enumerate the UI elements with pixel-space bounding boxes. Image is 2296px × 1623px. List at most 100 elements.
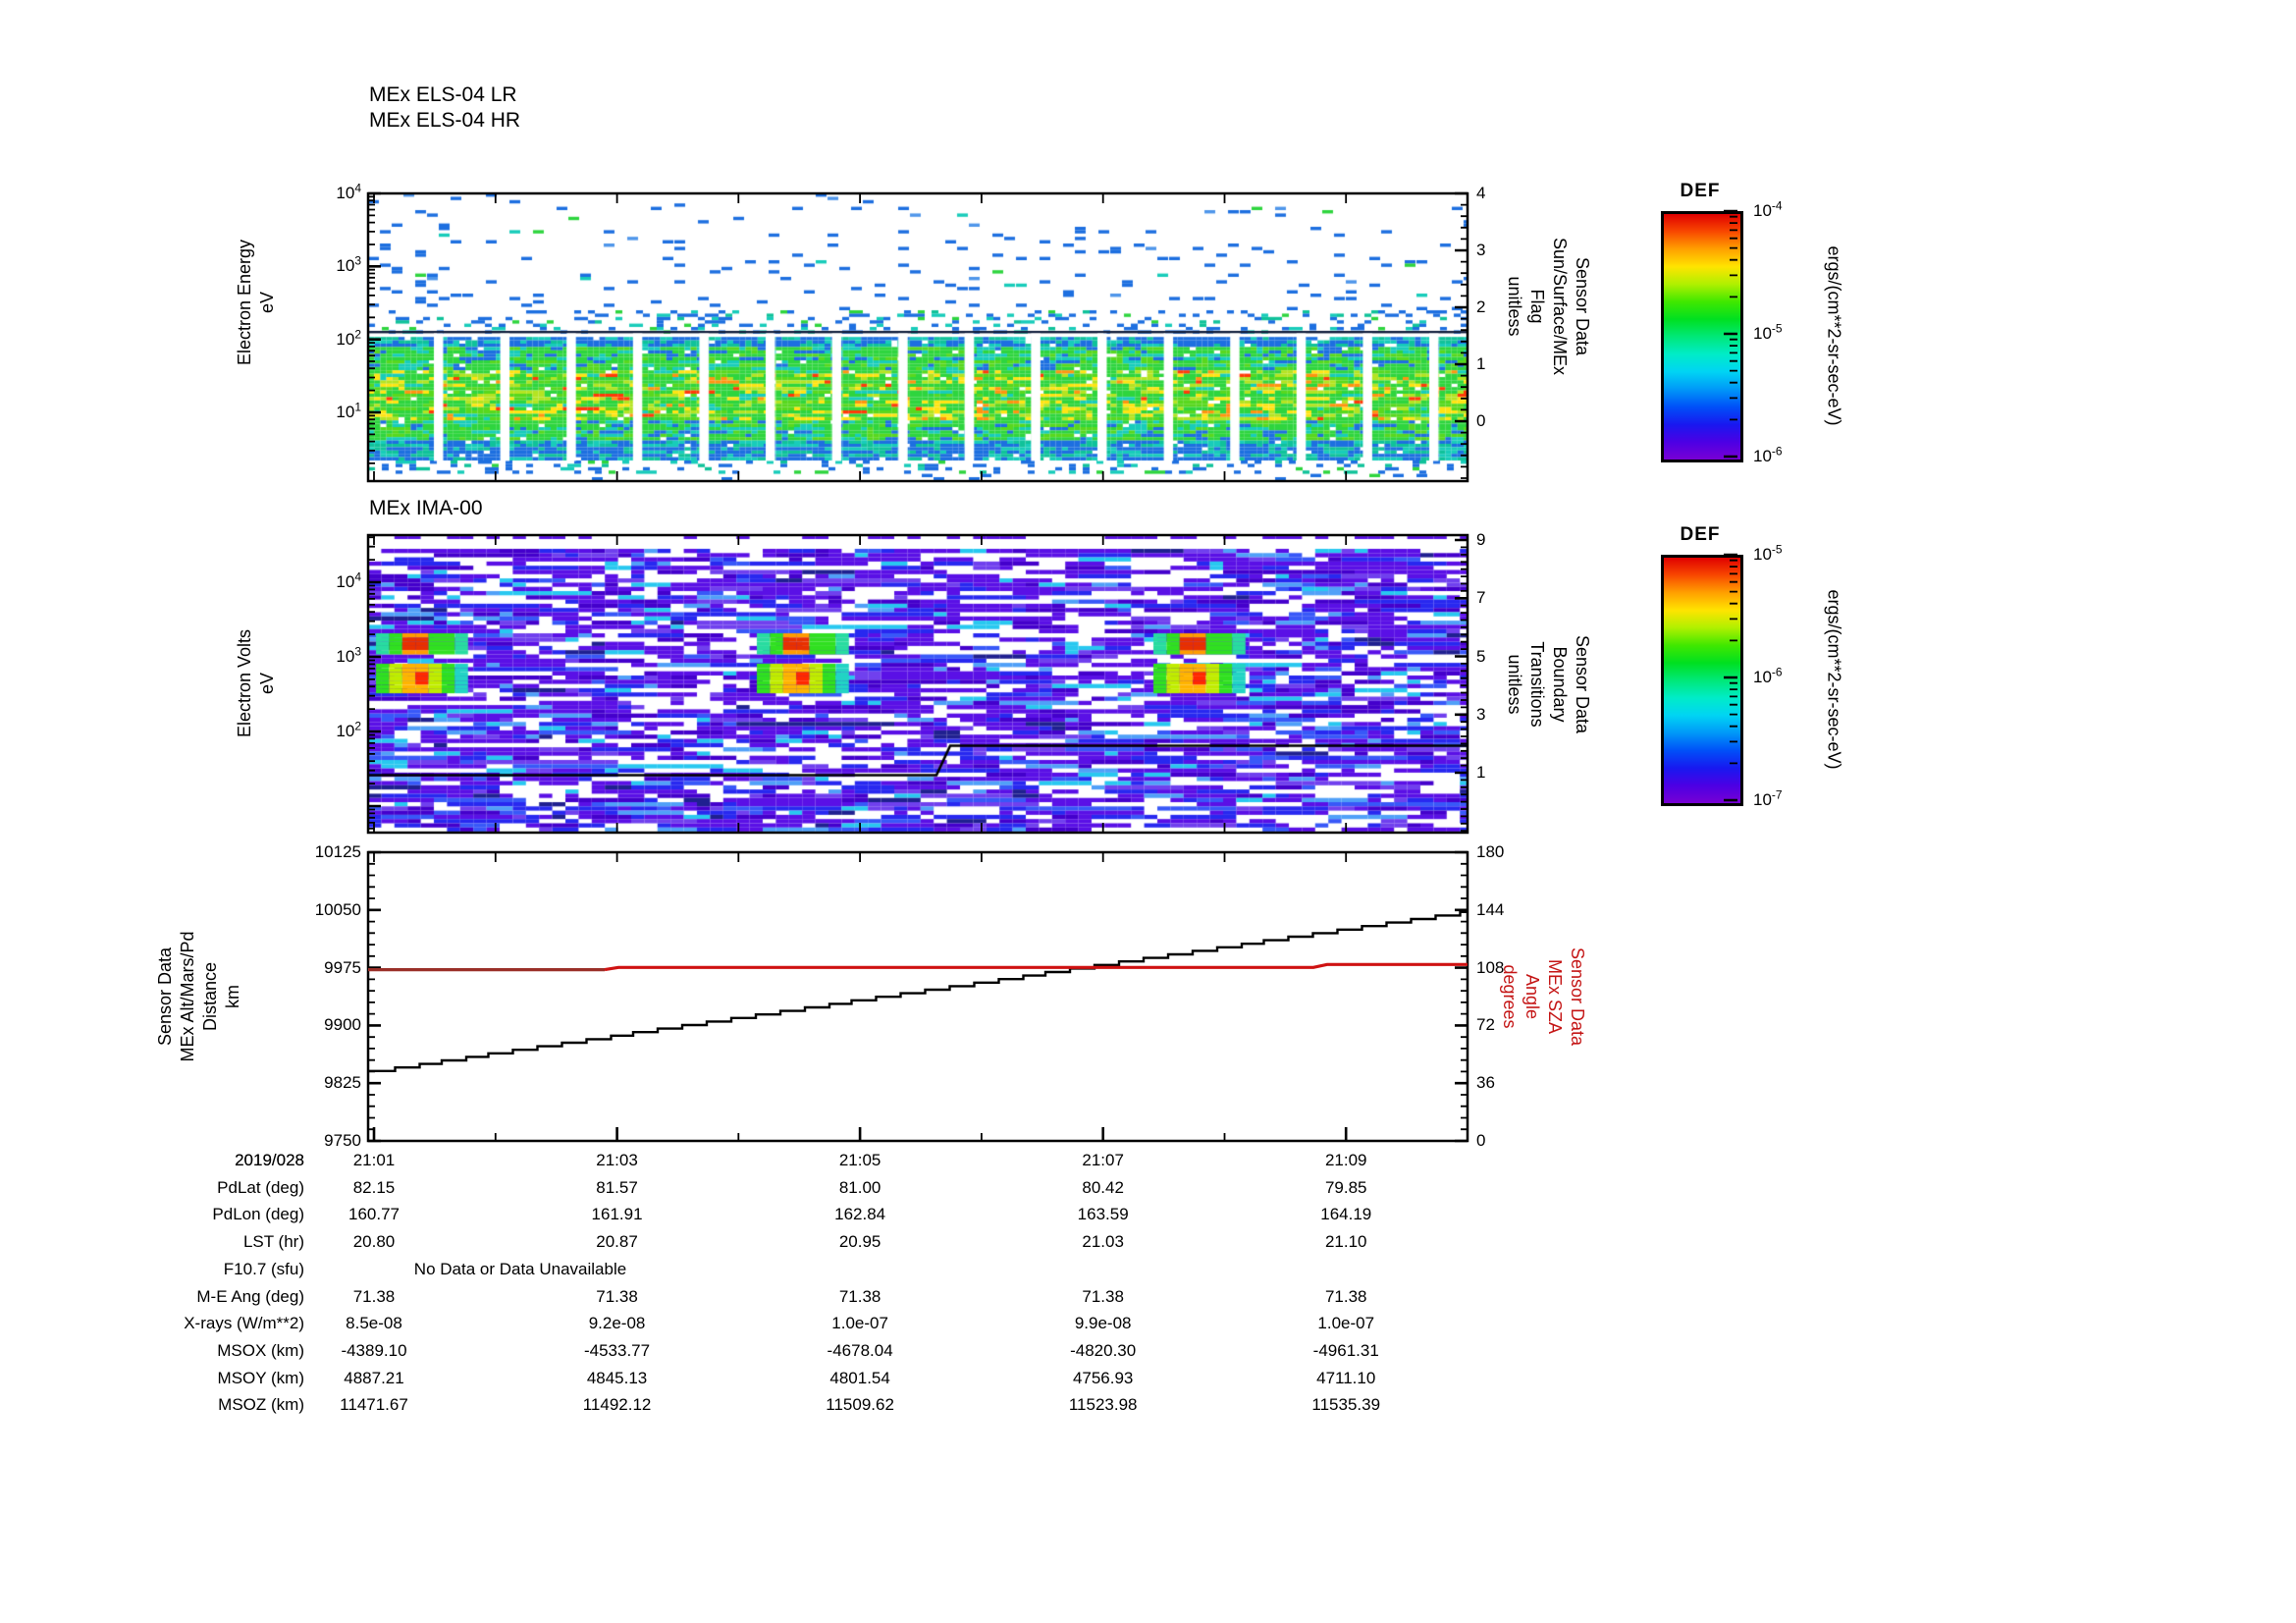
table-cell: 80.42 bbox=[1082, 1177, 1124, 1197]
ima-y-axis-label-line2: eV bbox=[257, 672, 277, 695]
ima-right-tick-label: 7 bbox=[1476, 588, 1486, 608]
colorbar1-tick-label: 10-4 bbox=[1753, 198, 1783, 220]
els-spectrogram-canvas bbox=[368, 193, 1468, 481]
orbit-sza-tick-label: 72 bbox=[1476, 1015, 1495, 1035]
table-cell: 4845.13 bbox=[586, 1368, 648, 1387]
table-cell: 79.85 bbox=[1324, 1177, 1367, 1197]
table-cell: 21:03 bbox=[596, 1151, 638, 1169]
table-cell: -4820.30 bbox=[1070, 1341, 1137, 1361]
table-row-label: MSOY (km) bbox=[217, 1368, 304, 1387]
table-cell: 11535.39 bbox=[1311, 1395, 1381, 1415]
orbit-sza-axis-label: Sensor Data MEx SZA Angle degrees bbox=[1498, 947, 1588, 1046]
ima-boundary-axis-label-line1: Sensor Data bbox=[1573, 634, 1592, 734]
els-y-axis-label-line1: Electron Energy bbox=[235, 239, 254, 366]
table-note: No Data or Data Unavailable bbox=[413, 1259, 627, 1278]
orbit-sza-tick-label: 0 bbox=[1476, 1131, 1486, 1150]
table-cell: 1.0e-07 bbox=[1317, 1314, 1375, 1333]
orbit-ytick-label: 9900 bbox=[324, 1015, 361, 1035]
table-cell: -4961.31 bbox=[1312, 1341, 1379, 1361]
ima-y-axis-label: Electron Volts eV bbox=[234, 629, 279, 737]
colorbar1-title: DEF bbox=[1680, 181, 1721, 201]
ima-ytick-label: 102 bbox=[336, 719, 361, 740]
orbit-y-axis-label-line3: Distance bbox=[200, 961, 220, 1032]
table-cell: 71.38 bbox=[1082, 1286, 1124, 1306]
els-ytick-label: 103 bbox=[336, 253, 361, 276]
els-ytick-label: 104 bbox=[336, 181, 361, 202]
table-row-label: F10.7 (sfu) bbox=[223, 1259, 304, 1278]
table-row-label: LST (hr) bbox=[242, 1232, 304, 1252]
colorbar2 bbox=[1661, 555, 1743, 806]
ima-boundary-axis-label-line2: Boundary bbox=[1550, 646, 1570, 723]
colorbar1-tick-label: 10-6 bbox=[1753, 444, 1783, 465]
table-cell: 4711.10 bbox=[1316, 1368, 1376, 1387]
orbit-sza-axis-label-line3: Angle bbox=[1522, 973, 1542, 1020]
els-flag-axis-label-line3: Flag bbox=[1527, 289, 1547, 324]
table-cell: 4756.93 bbox=[1072, 1368, 1134, 1387]
ima-ytick-label: 104 bbox=[336, 569, 361, 591]
els-y-axis-label-line2: eV bbox=[257, 291, 277, 314]
table-row-label: X-rays (W/m**2) bbox=[184, 1314, 304, 1333]
ima-ytick-label: 103 bbox=[336, 644, 361, 666]
orbit-ytick-label: 10050 bbox=[314, 899, 361, 919]
els-y-axis-label: Electron Energy eV bbox=[234, 240, 279, 365]
els-flag-tick-label: 0 bbox=[1476, 411, 1486, 430]
table-row-label: PdLon (deg) bbox=[212, 1205, 304, 1224]
table-row-label: PdLat (deg) bbox=[217, 1177, 304, 1197]
table-cell: 9.2e-08 bbox=[588, 1314, 646, 1333]
els-title-hr: MEx ELS-04 HR bbox=[369, 109, 521, 132]
colorbar2-unit-label: ergs/(cm**2-sr-sec-eV) bbox=[1824, 589, 1844, 770]
table-cell: 8.5e-08 bbox=[346, 1314, 402, 1333]
table-cell: 163.59 bbox=[1077, 1205, 1129, 1224]
colorbar2-tick-label: 10-7 bbox=[1753, 787, 1783, 809]
els-flag-axis-label-line2: Sun/Surface/MEx bbox=[1550, 237, 1570, 376]
table-cell: 11509.62 bbox=[826, 1395, 894, 1415]
date-label: 2019/028 bbox=[235, 1151, 304, 1169]
ima-boundary-axis-label-line4: unitless bbox=[1505, 654, 1524, 715]
els-flag-axis-label-line4: unitless bbox=[1505, 276, 1524, 337]
orbit-sza-axis-label-line2: MEx SZA bbox=[1545, 958, 1565, 1034]
colorbar2-tick-label: 10-6 bbox=[1753, 665, 1783, 686]
table-cell: 21:01 bbox=[352, 1151, 396, 1169]
table-cell: 9.9e-08 bbox=[1074, 1314, 1132, 1333]
orbit-ytick-label: 9750 bbox=[324, 1131, 361, 1150]
colorbar1-unit-label: ergs/(cm**2-sr-sec-eV) bbox=[1824, 245, 1844, 426]
ima-boundary-axis-label: Sensor Data Boundary Transitions unitles… bbox=[1503, 635, 1593, 733]
ima-boundary-axis-label-line3: Transitions bbox=[1527, 641, 1547, 728]
table-cell: 21.10 bbox=[1324, 1232, 1367, 1252]
els-ytick-label: 102 bbox=[336, 327, 361, 349]
table-cell: 4887.21 bbox=[344, 1368, 404, 1387]
ima-title: MEx IMA-00 bbox=[369, 497, 483, 519]
els-flag-tick-label: 1 bbox=[1476, 354, 1486, 373]
orbit-y-axis-label: Sensor Data MEx Alt/Mars/Pd Distance km bbox=[154, 931, 244, 1061]
els-title-lr: MEx ELS-04 LR bbox=[369, 83, 517, 106]
ima-spectrogram-canvas bbox=[368, 535, 1468, 833]
table-cell: 21.03 bbox=[1082, 1232, 1124, 1252]
table-cell: 20.95 bbox=[838, 1232, 881, 1252]
els-flag-tick-label: 4 bbox=[1476, 184, 1486, 202]
orbit-ytick-label: 9825 bbox=[324, 1073, 361, 1093]
els-ytick-label: 101 bbox=[336, 400, 361, 421]
orbit-sza-axis-label-line1: Sensor Data bbox=[1568, 947, 1587, 1047]
table-cell: 21:07 bbox=[1082, 1151, 1124, 1169]
orbit-sza-tick-label: 108 bbox=[1476, 957, 1505, 977]
colorbar1-tick-label: 10-5 bbox=[1753, 321, 1783, 343]
colorbar2-title: DEF bbox=[1680, 524, 1721, 545]
table-cell: 82.15 bbox=[352, 1177, 396, 1197]
table-cell: -4678.04 bbox=[827, 1341, 893, 1361]
table-row-label: M-E Ang (deg) bbox=[196, 1286, 304, 1306]
orbit-y-axis-label-line1: Sensor Data bbox=[155, 947, 175, 1047]
els-flag-tick-label: 3 bbox=[1476, 241, 1486, 259]
table-cell: -4533.77 bbox=[583, 1341, 651, 1361]
table-cell: 1.0e-07 bbox=[831, 1314, 888, 1333]
table-cell: -4389.10 bbox=[341, 1341, 407, 1361]
orbit-sza-tick-label: 144 bbox=[1476, 899, 1505, 919]
els-flag-axis-label: Sensor Data Sun/Surface/MEx Flag unitles… bbox=[1503, 238, 1593, 375]
table-cell: 160.77 bbox=[348, 1205, 400, 1224]
table-cell: 81.57 bbox=[596, 1177, 638, 1197]
els-flag-tick-label: 2 bbox=[1476, 298, 1486, 316]
table-cell: 21:09 bbox=[1324, 1151, 1367, 1169]
els-flag-axis-label-line1: Sensor Data bbox=[1573, 256, 1592, 356]
table-row-label: MSOX (km) bbox=[217, 1341, 304, 1361]
table-cell: 164.19 bbox=[1320, 1205, 1372, 1224]
